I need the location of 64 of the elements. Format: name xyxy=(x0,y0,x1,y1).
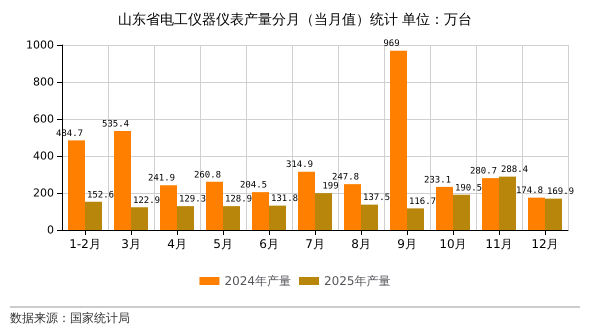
bar xyxy=(68,140,85,230)
bar xyxy=(131,207,148,230)
data-label: 288.4 xyxy=(500,165,528,176)
data-label: 233.1 xyxy=(424,175,452,186)
bar xyxy=(114,130,131,230)
y-tick-label: 1000 xyxy=(26,38,54,52)
data-label: 204.5 xyxy=(240,180,268,191)
x-tick-label: 12月 xyxy=(531,237,559,251)
bar xyxy=(390,50,407,230)
bar xyxy=(361,204,378,230)
bar xyxy=(85,202,102,230)
bar xyxy=(545,198,562,230)
data-label: 169.9 xyxy=(546,187,574,198)
x-tick-label: 7月 xyxy=(305,237,325,251)
x-tick-label: 1-2月 xyxy=(69,237,101,251)
bar xyxy=(344,184,361,230)
bar xyxy=(499,176,516,230)
x-tick-label: 3月 xyxy=(121,237,141,251)
legend-label: 2024年产量 xyxy=(224,274,292,288)
data-label: 122.9 xyxy=(132,196,160,206)
x-tick-label: 11月 xyxy=(485,237,513,251)
x-tick-label: 6月 xyxy=(259,237,279,251)
data-label: 969 xyxy=(383,39,400,50)
bar xyxy=(269,206,286,230)
data-label: 128.9 xyxy=(224,194,252,205)
bar xyxy=(315,193,332,230)
y-tick-label: 0 xyxy=(47,224,54,236)
bar xyxy=(206,182,223,230)
bar xyxy=(528,198,545,230)
data-label: 129.3 xyxy=(178,194,206,205)
data-label: 535.4 xyxy=(102,119,130,130)
bar xyxy=(298,172,315,230)
data-label: 174.8 xyxy=(516,186,544,196)
bar xyxy=(407,208,424,230)
y-tick-label: 600 xyxy=(33,112,54,126)
data-label: 247.8 xyxy=(332,172,360,183)
y-tick-label: 800 xyxy=(33,76,54,88)
bar xyxy=(436,186,453,230)
data-label: 116.7 xyxy=(408,196,436,207)
data-label: 131.8 xyxy=(270,194,298,204)
x-tick-label: 10月 xyxy=(439,237,467,251)
data-label: 199 xyxy=(322,182,339,192)
data-label: 260.8 xyxy=(194,170,222,180)
bar xyxy=(160,185,177,230)
bar xyxy=(482,178,499,230)
bar xyxy=(223,206,240,230)
data-label: 241.9 xyxy=(148,174,176,184)
bar xyxy=(453,194,470,230)
y-tick-label: 200 xyxy=(33,186,54,200)
data-label: 280.7 xyxy=(470,166,498,177)
source-note: 数据来源：国家统计局 xyxy=(10,311,130,325)
x-tick-label: 8月 xyxy=(351,237,371,251)
bar xyxy=(252,192,269,230)
legend-label: 2025年产量 xyxy=(324,274,391,288)
x-tick-label: 5月 xyxy=(213,237,233,251)
y-tick-label: 400 xyxy=(33,150,54,162)
data-label: 190.5 xyxy=(454,183,482,194)
data-label: 314.9 xyxy=(286,160,314,170)
bar xyxy=(177,206,194,230)
x-tick-label: 4月 xyxy=(167,237,187,251)
x-tick-label: 9月 xyxy=(397,237,417,251)
chart-title: 山东省电工仪器仪表产量分月（当月值）统计 单位：万台 xyxy=(118,12,472,28)
data-label: 152.6 xyxy=(86,190,114,200)
data-label: 137.5 xyxy=(362,193,390,204)
